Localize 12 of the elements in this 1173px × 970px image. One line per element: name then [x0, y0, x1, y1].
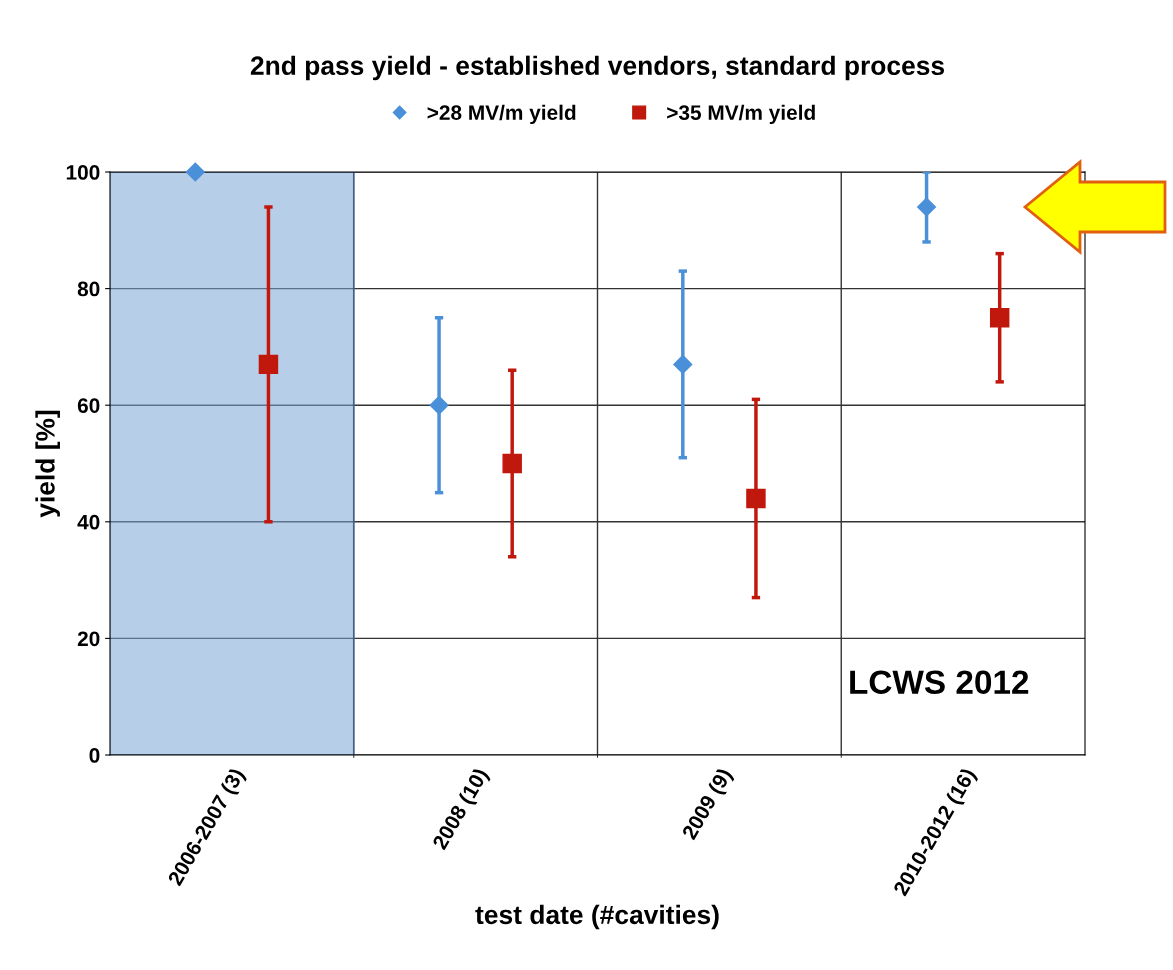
chart-title: 2nd pass yield - established vendors, standard process [250, 55, 945, 81]
legend-label: >28 MV/m yield [427, 104, 576, 125]
y-tick-label: 40 [77, 514, 100, 530]
annotation: LCWS 2012 [850, 670, 1029, 694]
legend-label: >35 MV/m yield [667, 104, 815, 125]
y-tick-label: 100 [66, 165, 100, 180]
y-tick-label: 20 [77, 631, 100, 647]
y-tick-label: 60 [77, 398, 100, 413]
x-axis-title: test date (#cavities) [475, 904, 719, 930]
y-axis-title: yield [%] [35, 410, 60, 518]
y-tick-label: 80 [77, 281, 100, 297]
y-tick-label: 0 [89, 748, 100, 763]
